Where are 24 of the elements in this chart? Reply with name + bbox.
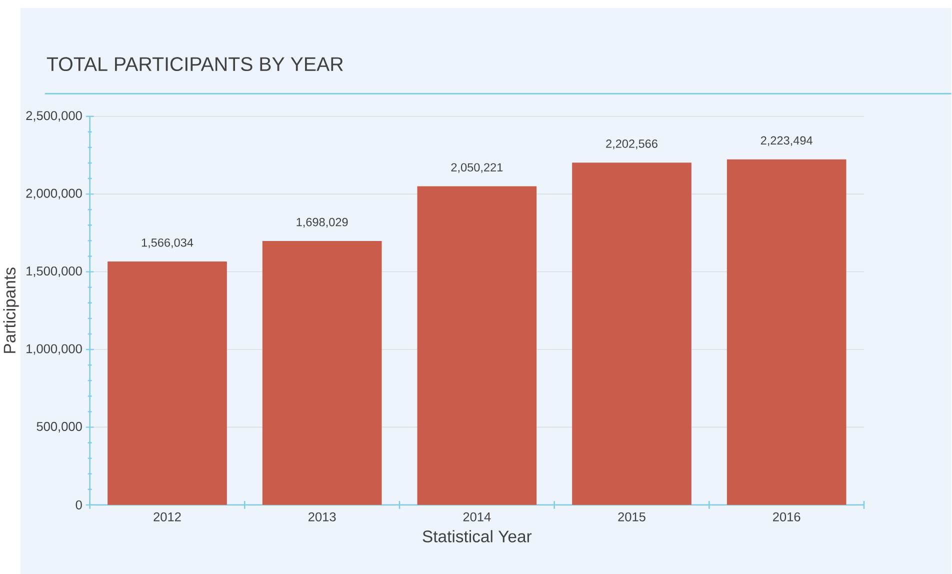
x-axis-title: Statistical Year: [422, 530, 532, 542]
x-tick-label: 2014: [463, 512, 491, 522]
chart-title: TOTAL PARTICIPANTS BY YEAR: [46, 57, 343, 72]
y-axis-title: Participants: [3, 268, 19, 353]
y-tick-label: 2,000,000: [26, 188, 82, 200]
bar: [262, 241, 382, 505]
bar: [108, 262, 227, 505]
data-label: 2,223,494: [760, 136, 812, 146]
x-tick-label: 2013: [308, 512, 336, 522]
bar: [572, 162, 692, 505]
data-label: 1,698,029: [296, 218, 348, 228]
bar: [417, 186, 537, 505]
y-tick-label: 1,500,000: [26, 266, 82, 278]
y-tick-label: 500,000: [36, 422, 82, 432]
data-label: 1,566,034: [142, 238, 194, 248]
data-label: 2,202,566: [606, 140, 658, 150]
bar: [726, 159, 846, 505]
y-tick-label: 0: [76, 500, 82, 510]
data-label: 2,050,221: [451, 163, 503, 173]
y-tick-label: 1,000,000: [26, 344, 82, 355]
x-tick-label: 2012: [154, 512, 181, 522]
y-tick-label: 2,500,000: [26, 111, 82, 122]
x-tick-label: 2016: [773, 512, 800, 522]
x-tick-label: 2015: [618, 512, 646, 522]
